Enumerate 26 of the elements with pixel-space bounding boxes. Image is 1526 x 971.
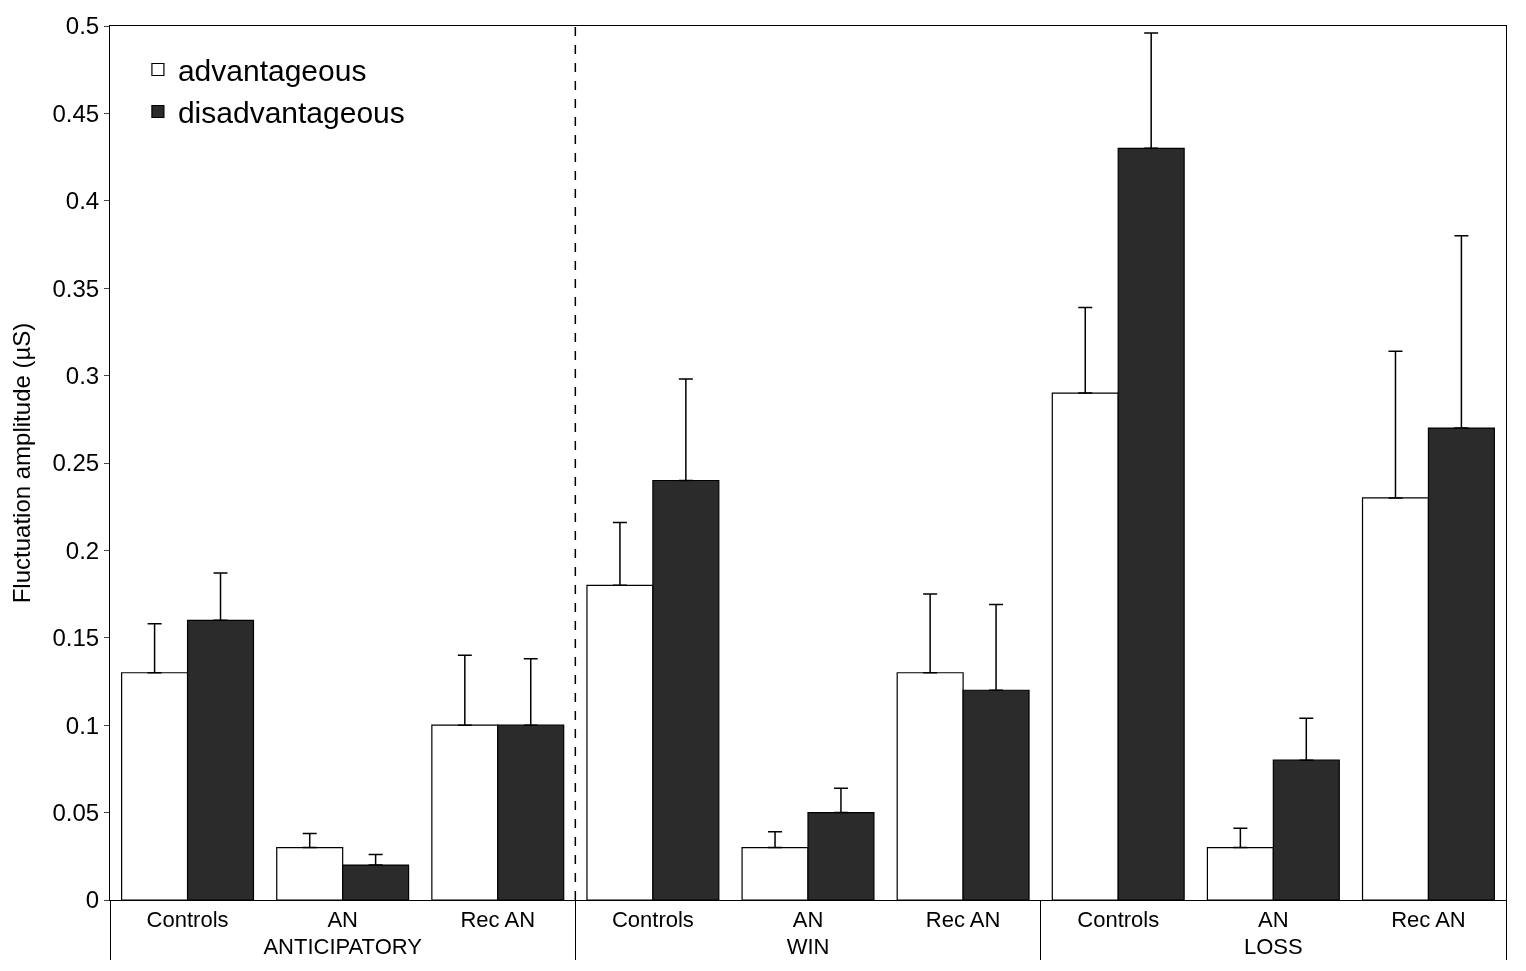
y-tick-label: 0.1: [65, 711, 100, 739]
x-tick-label: AN: [792, 907, 824, 933]
y-axis-title: Fluctuation amplitude (µS): [7, 322, 35, 604]
y-tick-label: 0.05: [52, 799, 100, 826]
y-tick-label: 0.4: [65, 187, 100, 215]
x-tick-label: Controls: [1077, 907, 1160, 933]
x-tick-label: AN: [1258, 907, 1289, 933]
y-tick-label: 0.5: [65, 12, 100, 40]
y-tick-label: 0.2: [65, 536, 100, 564]
x-tick-label: Controls: [146, 907, 229, 933]
text: WIN: [786, 934, 830, 960]
legend-label: advantageous: [177, 54, 367, 88]
y-tick-label: 0.15: [52, 624, 100, 652]
y-tick-label: 0: [85, 886, 100, 914]
x-tick-label: AN: [327, 907, 358, 933]
legend-label: disadvantageous: [177, 96, 405, 130]
x-tick-label: Rec AN: [460, 907, 536, 933]
y-tick-label: 0.45: [52, 99, 100, 127]
text: LOSS: [1243, 934, 1303, 960]
x-tick-label: Controls: [611, 907, 694, 933]
x-tick-label: Rec AN: [925, 907, 1001, 933]
text: ANTICIPATORY: [263, 934, 423, 960]
x-tick-label: Rec AN: [1391, 907, 1466, 933]
y-tick-label: 0.25: [52, 449, 100, 477]
y-tick-label: 0.35: [52, 274, 100, 302]
y-tick-label: 0.3: [65, 362, 100, 389]
